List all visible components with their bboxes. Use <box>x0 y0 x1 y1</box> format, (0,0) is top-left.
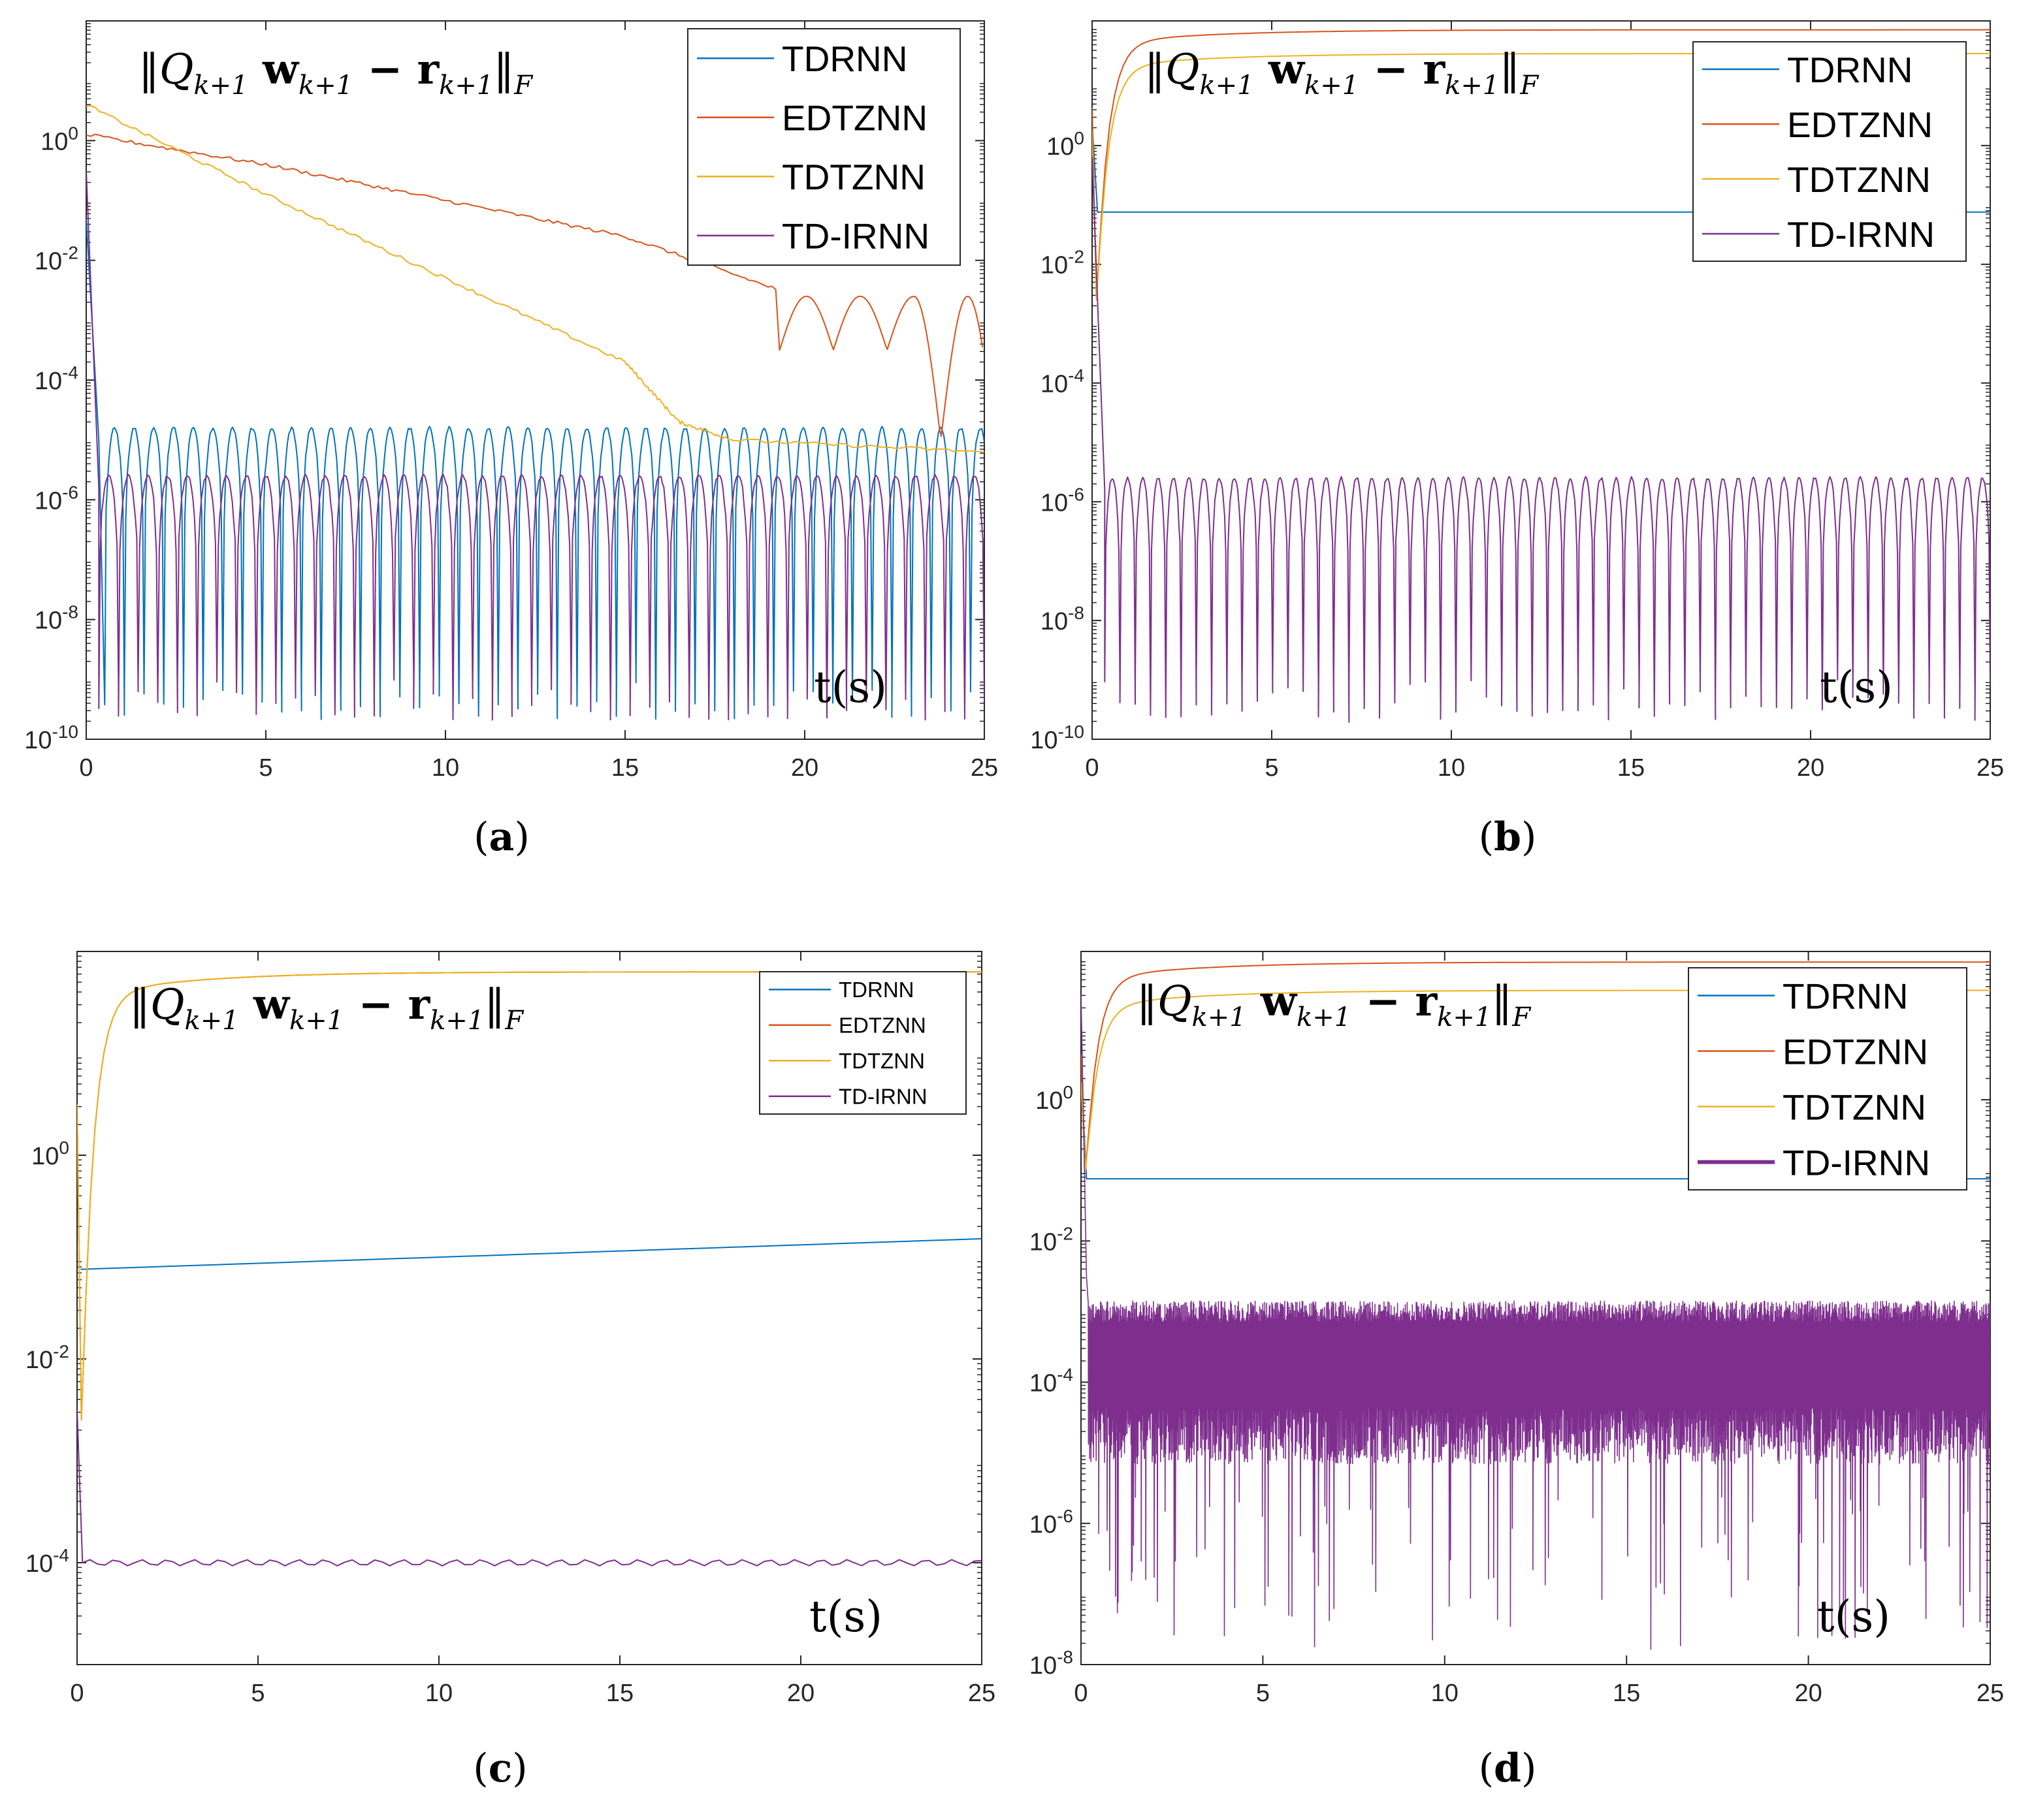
x-tick-label: 25 <box>1977 754 2004 782</box>
y-tick-label: 10-8 <box>35 602 78 635</box>
x-tick-label: 5 <box>259 754 272 782</box>
x-tick-label: 5 <box>251 1680 265 1707</box>
y-tick-label: 10-2 <box>35 243 78 276</box>
x-tick-label: 10 <box>425 1680 453 1707</box>
x-tick-label: 10 <box>432 754 459 782</box>
x-tick-label: 0 <box>1085 754 1099 782</box>
y-tick-label: 100 <box>31 1138 69 1170</box>
x-axis-label: t(s) <box>814 662 887 712</box>
legend-label-tdrnn: TDRNN <box>1787 50 1912 90</box>
y-tick-label: 10-4 <box>1041 366 1084 398</box>
y-tick-label: 10-10 <box>1030 722 1084 754</box>
x-tick-label: 25 <box>971 754 998 782</box>
x-tick-label: 15 <box>1613 1680 1640 1707</box>
x-tick-label: 25 <box>968 1680 995 1707</box>
x-axis-label: t(s) <box>809 1591 882 1642</box>
x-axis-label: t(s) <box>1817 1591 1890 1642</box>
legend-label-tdtznn: TDTZNN <box>782 157 926 197</box>
legend: TDRNN EDTZNN TDTZNN TD-IRNN <box>687 28 961 266</box>
y-tick-label: 100 <box>40 123 78 155</box>
legend-label-td-irnn: TD-IRNN <box>782 216 929 257</box>
panel-caption: (a) <box>474 814 530 860</box>
chart-panel-a: 0 5 10 15 20 25 10-10 10-8 10-6 10-4 10-2 100 ‖Qk+1 … <box>24 20 998 782</box>
legend-label-tdrnn: TDRNN <box>782 39 907 79</box>
y-tick-label: 10-4 <box>1029 1365 1073 1397</box>
y-tick-label: 10-2 <box>1041 247 1084 279</box>
series-line-tdtznn <box>86 105 984 453</box>
legend-label-edtznn: EDTZNN <box>1783 1031 1928 1072</box>
legend-label-tdrnn: TDRNN <box>839 978 914 1002</box>
legend-label-td-irnn: TD-IRNN <box>839 1085 928 1109</box>
x-tick-label: 15 <box>606 1680 634 1707</box>
x-tick-label: 20 <box>787 1680 815 1707</box>
x-tick-label: 0 <box>79 754 93 782</box>
series-line-td-irnn <box>1092 157 1990 723</box>
y-tick-label: 10-2 <box>25 1341 69 1374</box>
y-tick-label: 10-8 <box>1041 603 1084 635</box>
formula-annotation: ‖Qk+1 wk+1 − rk+1‖F <box>1144 45 1539 101</box>
formula-annotation: ‖Qk+1 wk+1 − rk+1‖F <box>138 45 533 101</box>
legend-box <box>687 28 961 266</box>
formula-annotation: ‖Qk+1 wk+1 − rk+1‖F <box>129 980 524 1036</box>
y-tick-label: 10-6 <box>1029 1506 1073 1539</box>
y-tick-label: 10-10 <box>24 722 78 754</box>
chart-panel-d: 0 5 10 15 20 25 10-8 10-6 10-4 10-2 100 ‖Qk+1 wk+1 … <box>1029 951 2004 1707</box>
x-tick-label: 0 <box>70 1680 84 1707</box>
legend-box <box>1688 967 1967 1190</box>
x-tick-label: 10 <box>1438 754 1465 782</box>
chart-panel-c: 0 5 10 15 20 25 10-4 10-2 100 ‖Qk+1 wk+1 − rk+1‖F… <box>25 951 995 1707</box>
panel-caption: (d) <box>1479 1746 1537 1791</box>
legend: TDRNN EDTZNN TDTZNN TD-IRNN <box>1692 41 1967 262</box>
formula-annotation: ‖Qk+1 wk+1 − rk+1‖F <box>1137 977 1531 1032</box>
x-tick-label: 5 <box>1256 1680 1270 1707</box>
legend-label-tdtznn: TDTZNN <box>839 1049 925 1073</box>
legend-label-tdrnn: TDRNN <box>1783 976 1908 1016</box>
series-line-tdrnn <box>80 1237 982 1270</box>
x-tick-label: 5 <box>1265 754 1278 782</box>
series-line-td-irnn <box>77 1409 982 1567</box>
y-tick-label: 10-4 <box>35 362 78 395</box>
legend-box <box>1692 41 1967 262</box>
legend: TDRNN EDTZNN TDTZNN TD-IRNN <box>1688 967 1967 1190</box>
x-tick-label: 0 <box>1074 1680 1088 1707</box>
y-tick-label: 10-4 <box>25 1545 69 1578</box>
legend-label-edtznn: EDTZNN <box>839 1014 926 1038</box>
x-tick-label: 10 <box>1431 1680 1459 1707</box>
x-tick-label: 15 <box>611 754 639 782</box>
y-tick-label: 10-6 <box>1041 484 1084 517</box>
legend-label-edtznn: EDTZNN <box>782 98 928 138</box>
legend-box <box>759 971 967 1115</box>
panel-caption: (c) <box>473 1746 527 1791</box>
legend-label-td-irnn: TD-IRNN <box>1787 214 1935 255</box>
y-tick-label: 10-8 <box>1029 1647 1073 1680</box>
legend-label-tdtznn: TDTZNN <box>1783 1087 1926 1127</box>
y-tick-label: 10-2 <box>1029 1223 1073 1256</box>
legend-label-tdtznn: TDTZNN <box>1787 159 1931 200</box>
y-tick-label: 100 <box>1035 1082 1073 1115</box>
series-line-td-irnn <box>86 170 984 721</box>
y-tick-label: 100 <box>1046 128 1084 161</box>
x-tick-label: 20 <box>1794 1680 1822 1707</box>
series-line-td-irnn <box>1081 993 1990 1650</box>
x-axis-label: t(s) <box>1820 662 1893 712</box>
x-tick-label: 15 <box>1617 754 1645 782</box>
series-line-tdrnn <box>86 218 984 720</box>
x-tick-label: 20 <box>791 754 818 782</box>
series-line-edtznn <box>1081 961 1990 1172</box>
chart-panel-b: 0 5 10 15 20 25 10-10 10-8 10-6 10-4 10-2 100 ‖Qk+1 … <box>1030 20 2004 782</box>
series-line-edtznn <box>1092 29 1990 301</box>
legend-label-edtznn: EDTZNN <box>1787 104 1933 145</box>
legend: TDRNN EDTZNN TDTZNN TD-IRNN <box>759 971 967 1115</box>
panel-caption: (b) <box>1479 814 1537 860</box>
x-tick-label: 25 <box>1977 1680 2004 1707</box>
x-tick-label: 20 <box>1797 754 1824 782</box>
y-tick-label: 10-6 <box>35 482 78 515</box>
legend-label-td-irnn: TD-IRNN <box>1783 1142 1930 1183</box>
